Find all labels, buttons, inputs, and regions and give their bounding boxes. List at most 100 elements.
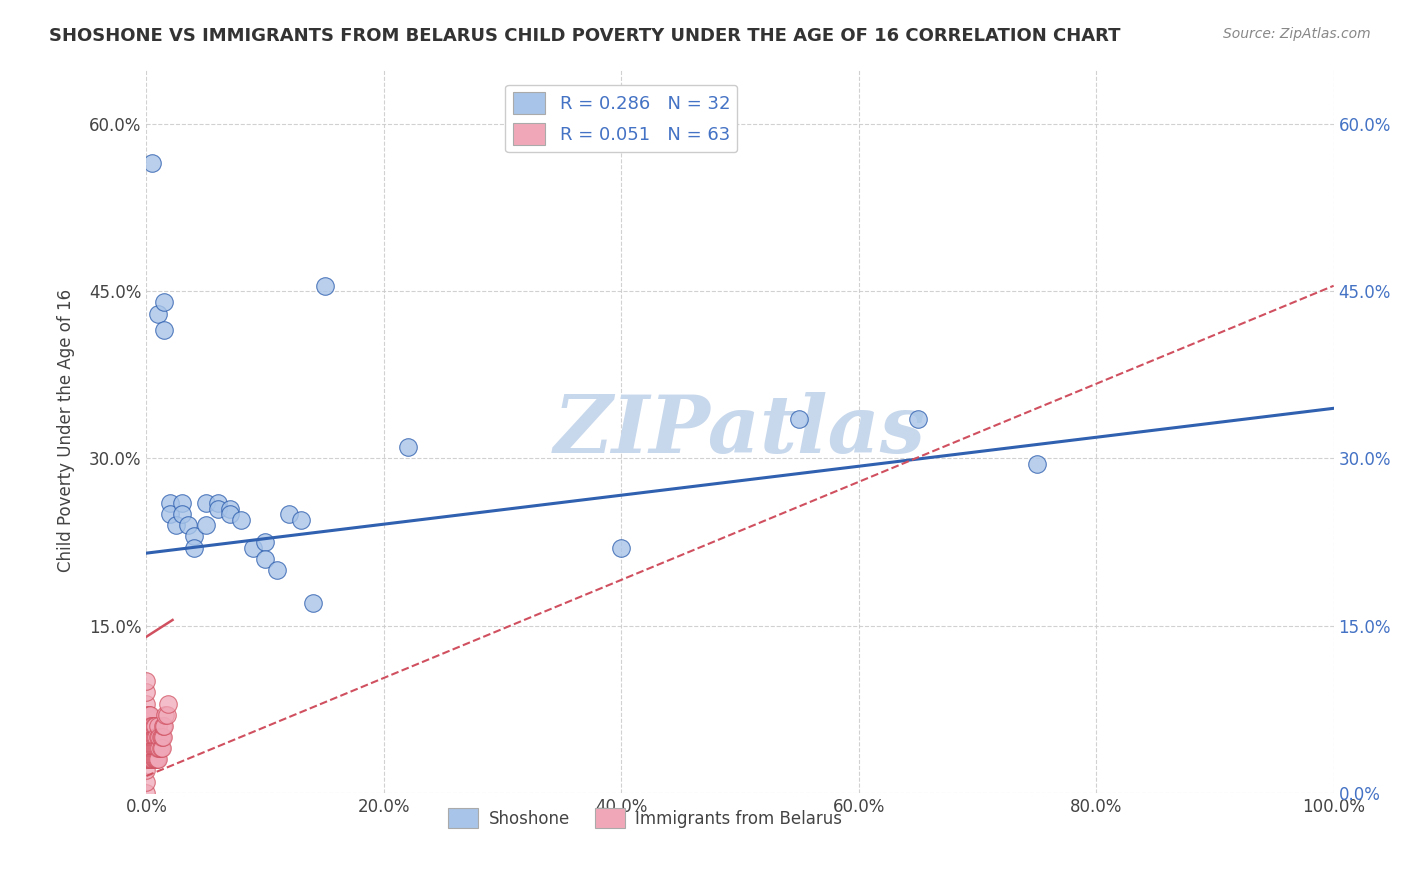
Point xyxy=(207,501,229,516)
Point xyxy=(170,507,193,521)
Point xyxy=(135,707,157,722)
Point xyxy=(254,535,277,549)
Point xyxy=(152,719,174,733)
Point xyxy=(142,730,165,744)
Point xyxy=(170,496,193,510)
Point xyxy=(145,730,167,744)
Point xyxy=(396,440,419,454)
Point xyxy=(135,752,157,766)
Point xyxy=(142,741,165,756)
Point xyxy=(150,741,173,756)
Point xyxy=(138,741,160,756)
Point xyxy=(159,507,181,521)
Point xyxy=(138,730,160,744)
Point xyxy=(146,752,169,766)
Point xyxy=(143,741,166,756)
Point xyxy=(135,719,157,733)
Point xyxy=(136,730,159,744)
Point xyxy=(141,719,163,733)
Point xyxy=(149,730,172,744)
Text: Source: ZipAtlas.com: Source: ZipAtlas.com xyxy=(1223,27,1371,41)
Point xyxy=(301,596,323,610)
Point xyxy=(141,730,163,744)
Point xyxy=(138,752,160,766)
Point xyxy=(290,513,312,527)
Point xyxy=(143,719,166,733)
Point xyxy=(149,741,172,756)
Point xyxy=(139,719,162,733)
Point xyxy=(218,501,240,516)
Point xyxy=(165,518,187,533)
Point xyxy=(242,541,264,555)
Point xyxy=(907,412,929,426)
Point xyxy=(610,541,633,555)
Point xyxy=(1025,457,1047,471)
Point xyxy=(136,741,159,756)
Point xyxy=(136,752,159,766)
Point xyxy=(155,707,177,722)
Point xyxy=(135,741,157,756)
Point xyxy=(141,730,163,744)
Point xyxy=(314,278,336,293)
Point xyxy=(138,719,160,733)
Point xyxy=(231,513,253,527)
Point xyxy=(266,563,288,577)
Point xyxy=(141,741,163,756)
Point xyxy=(153,719,176,733)
Point xyxy=(194,518,217,533)
Point xyxy=(207,496,229,510)
Point xyxy=(141,752,163,766)
Point xyxy=(139,741,162,756)
Point xyxy=(194,496,217,510)
Point xyxy=(139,707,162,722)
Point xyxy=(136,707,159,722)
Point xyxy=(145,752,167,766)
Point xyxy=(143,730,166,744)
Legend: Shoshone, Immigrants from Belarus: Shoshone, Immigrants from Belarus xyxy=(441,801,848,835)
Point xyxy=(135,674,157,689)
Point xyxy=(148,741,170,756)
Point xyxy=(143,752,166,766)
Point xyxy=(135,697,157,711)
Point xyxy=(277,507,299,521)
Point xyxy=(148,741,170,756)
Point xyxy=(145,741,167,756)
Point xyxy=(148,752,170,766)
Point xyxy=(142,752,165,766)
Point xyxy=(156,697,179,711)
Point xyxy=(146,741,169,756)
Point xyxy=(135,774,157,789)
Text: ZIPatlas: ZIPatlas xyxy=(554,392,927,469)
Point xyxy=(142,719,165,733)
Point xyxy=(153,323,176,337)
Point xyxy=(183,529,205,543)
Point xyxy=(141,752,163,766)
Point xyxy=(136,719,159,733)
Point xyxy=(135,685,157,699)
Point xyxy=(150,730,173,744)
Point xyxy=(789,412,811,426)
Point xyxy=(139,752,162,766)
Point xyxy=(139,730,162,744)
Point xyxy=(153,295,176,310)
Point xyxy=(148,730,170,744)
Point xyxy=(254,551,277,566)
Point xyxy=(148,730,170,744)
Point xyxy=(135,786,157,800)
Y-axis label: Child Poverty Under the Age of 16: Child Poverty Under the Age of 16 xyxy=(58,289,75,572)
Point xyxy=(141,741,163,756)
Point xyxy=(218,507,240,521)
Point xyxy=(141,719,163,733)
Point xyxy=(141,156,163,170)
Point xyxy=(156,707,179,722)
Point xyxy=(183,541,205,555)
Point xyxy=(152,730,174,744)
Point xyxy=(135,730,157,744)
Point xyxy=(138,707,160,722)
Point xyxy=(148,719,170,733)
Point xyxy=(159,496,181,510)
Text: SHOSHONE VS IMMIGRANTS FROM BELARUS CHILD POVERTY UNDER THE AGE OF 16 CORRELATIO: SHOSHONE VS IMMIGRANTS FROM BELARUS CHIL… xyxy=(49,27,1121,45)
Point xyxy=(177,518,200,533)
Point xyxy=(148,307,170,321)
Point xyxy=(135,764,157,778)
